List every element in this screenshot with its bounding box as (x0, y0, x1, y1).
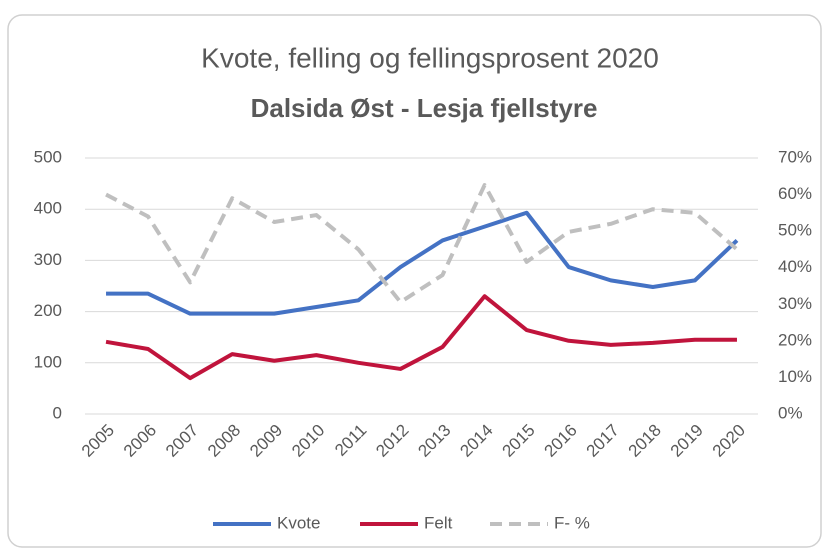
legend-label: Felt (424, 513, 453, 532)
y2-tick-label: 40% (778, 257, 812, 276)
legend-label: Kvote (277, 513, 320, 532)
y-tick-label: 0 (53, 403, 62, 422)
y-tick-label: 200 (34, 301, 62, 320)
y2-tick-label: 10% (778, 367, 812, 386)
y2-tick-label: 60% (778, 184, 812, 203)
y-tick-label: 300 (34, 250, 62, 269)
y2-tick-label: 30% (778, 294, 812, 313)
legend-label: F- % (554, 513, 590, 532)
series-line (106, 210, 739, 316)
y2-tick-label: 0% (778, 403, 803, 422)
y2-tick-label: 70% (778, 147, 812, 166)
series-line (105, 294, 737, 381)
y-tick-label: 100 (34, 352, 62, 371)
y2-tick-label: 20% (778, 330, 812, 349)
y2-tick-label: 50% (778, 221, 812, 240)
chart-subtitle: Dalsida Øst - Lesja fjellstyre (251, 93, 598, 123)
chart-title: Kvote, felling og fellingsprosent 2020 (201, 42, 659, 73)
series-line (105, 183, 739, 305)
y-tick-label: 400 (34, 199, 62, 218)
y-tick-label: 500 (34, 147, 62, 166)
